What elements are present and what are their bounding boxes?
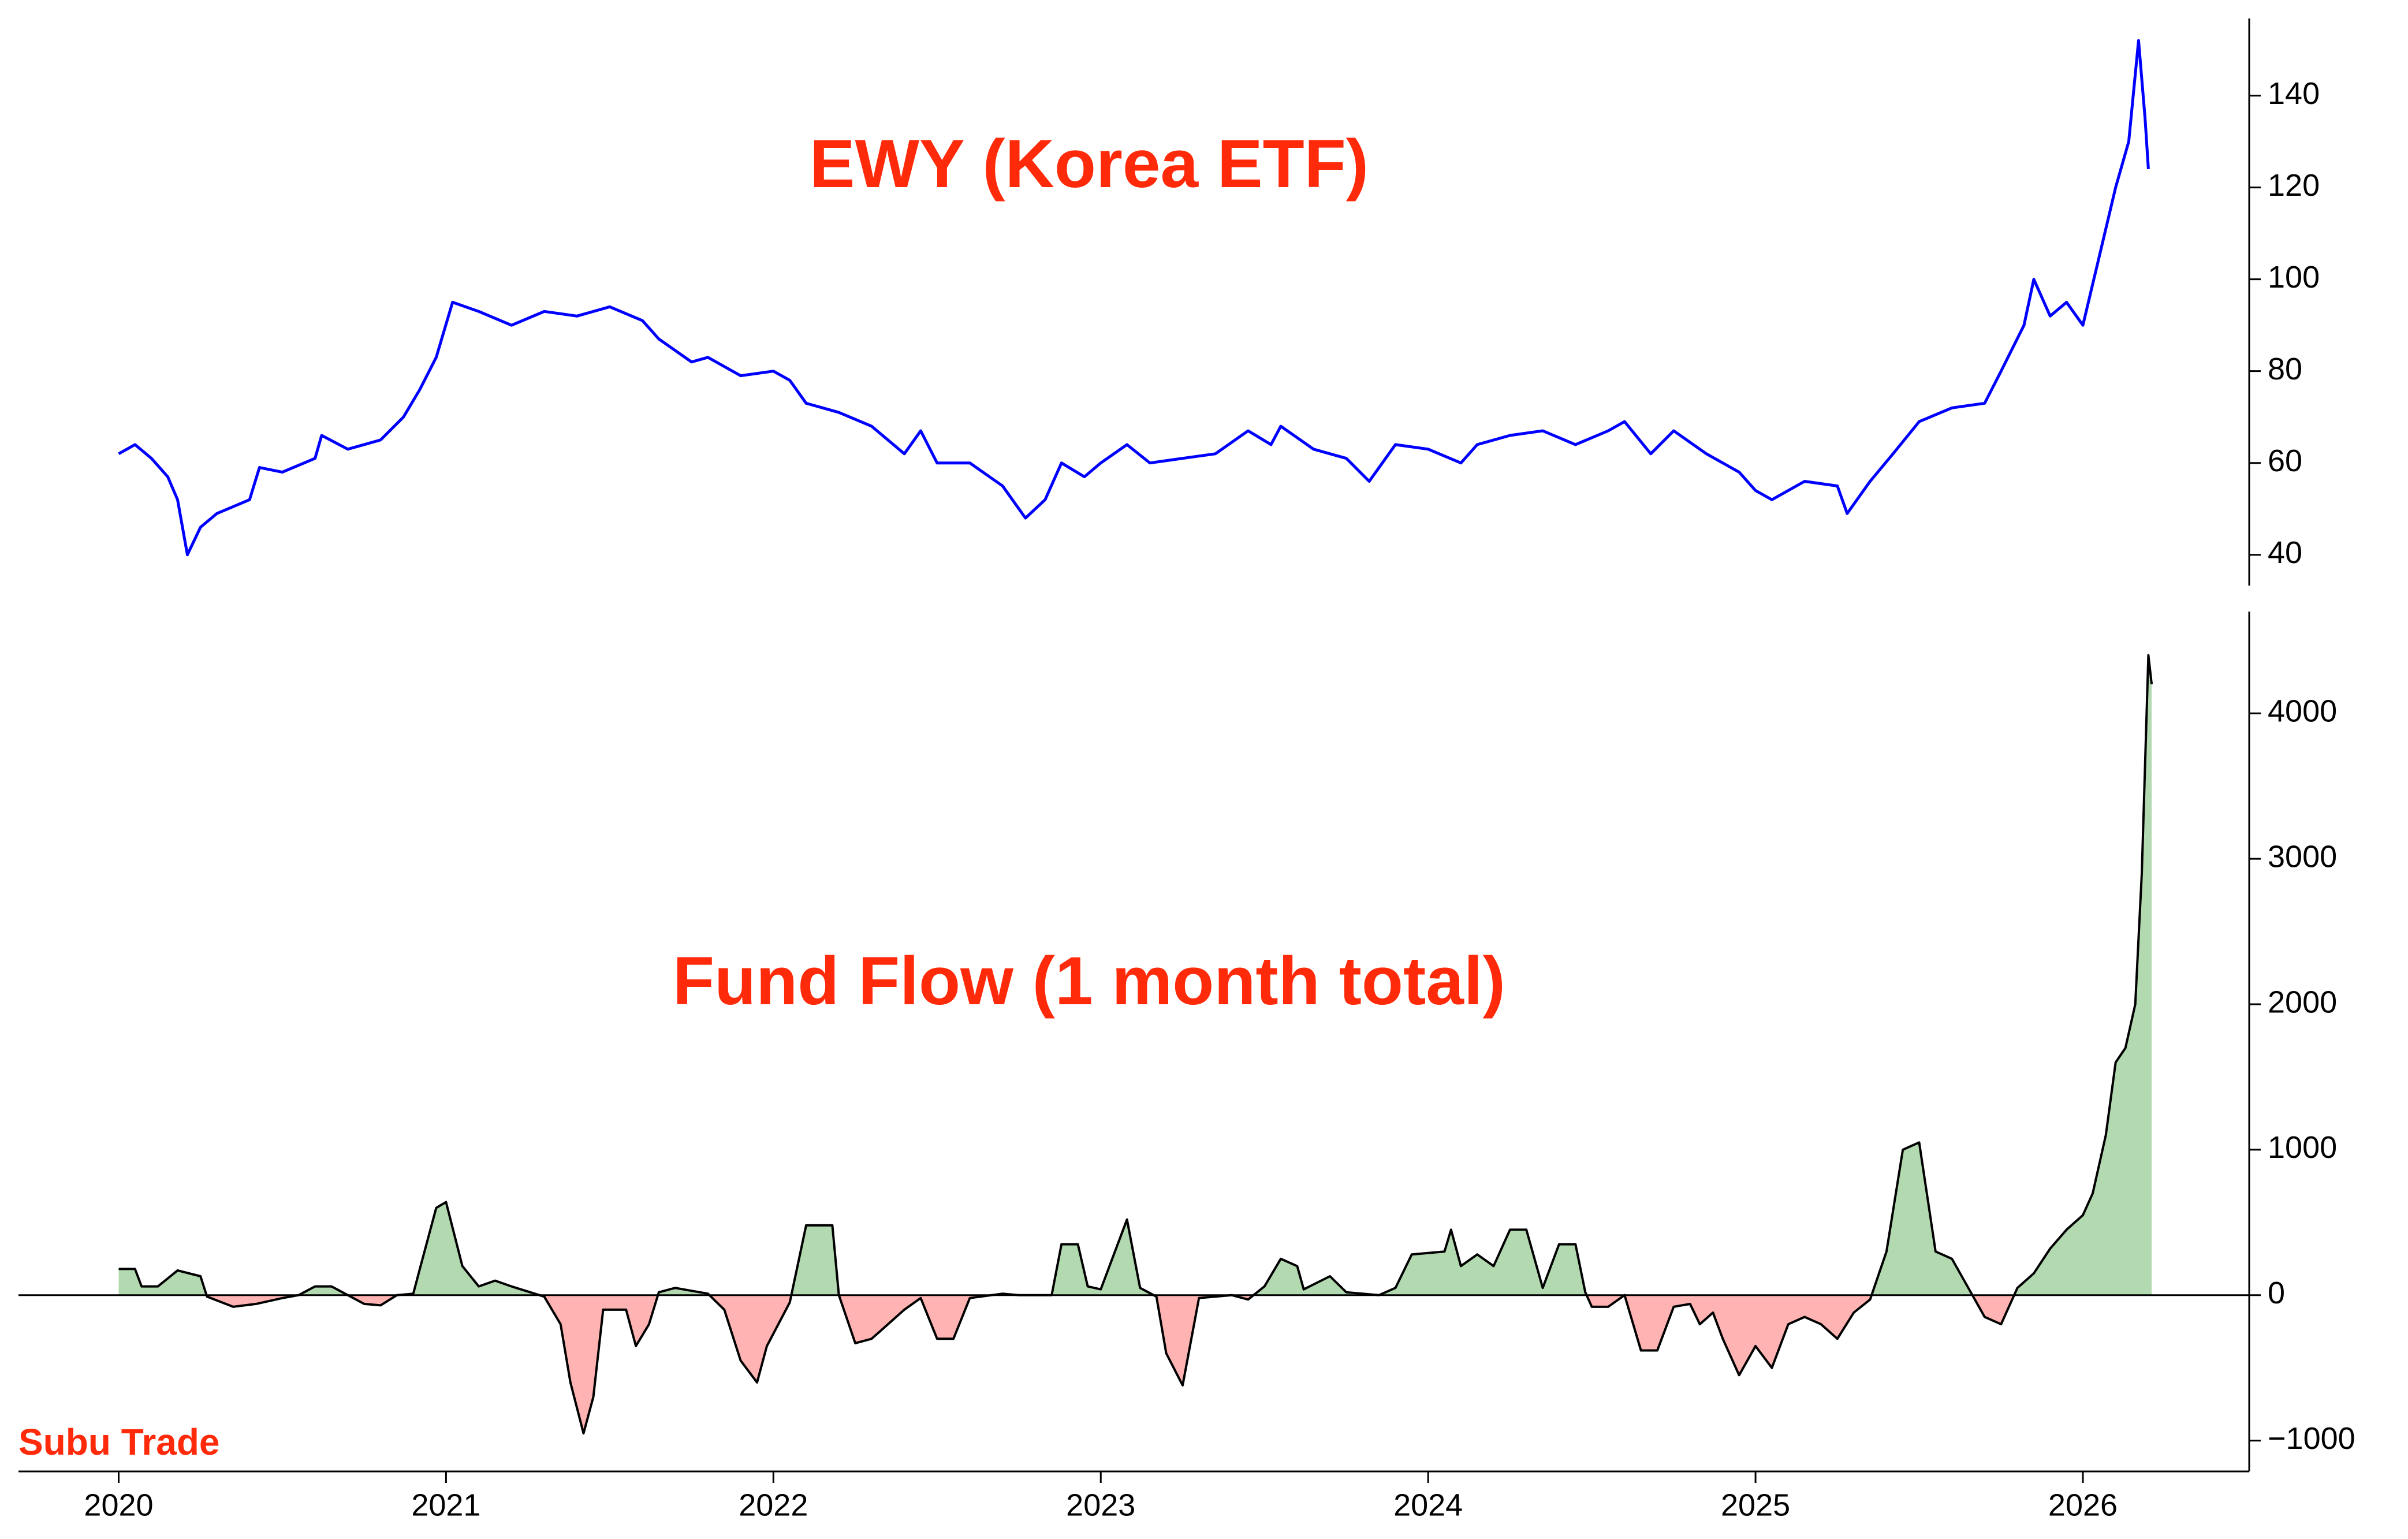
y-tick-label: 2000 <box>2268 985 2337 1019</box>
y-tick-label: 140 <box>2268 76 2320 111</box>
x-tick-label: 2022 <box>739 1488 808 1522</box>
x-tick-label: 2020 <box>84 1488 153 1522</box>
panel-title: Fund Flow (1 month total) <box>673 943 1505 1019</box>
y-tick-label: 1000 <box>2268 1130 2337 1165</box>
y-tick-label: 120 <box>2268 168 2320 203</box>
y-tick-label: −1000 <box>2268 1421 2355 1456</box>
price-line <box>118 39 2150 557</box>
y-tick-label: 4000 <box>2268 694 2337 729</box>
flow-line <box>118 654 2153 1434</box>
y-tick-label: 40 <box>2268 535 2302 570</box>
x-tick-label: 2025 <box>1721 1488 1790 1522</box>
y-tick-label: 60 <box>2268 444 2302 478</box>
y-tick-label: 100 <box>2268 260 2320 295</box>
negative-area <box>206 1295 2014 1433</box>
x-tick-label: 2026 <box>2048 1488 2118 1522</box>
x-tick-label: 2021 <box>411 1488 480 1522</box>
y-tick-label: 80 <box>2268 352 2302 386</box>
y-tick-label: 0 <box>2268 1276 2285 1310</box>
watermark: Subu Trade <box>18 1421 220 1463</box>
x-tick-label: 2024 <box>1393 1488 1463 1522</box>
y-tick-label: 3000 <box>2268 839 2337 874</box>
x-tick-label: 2023 <box>1066 1488 1135 1522</box>
panel-title: EWY (Korea ETF) <box>810 126 1369 202</box>
